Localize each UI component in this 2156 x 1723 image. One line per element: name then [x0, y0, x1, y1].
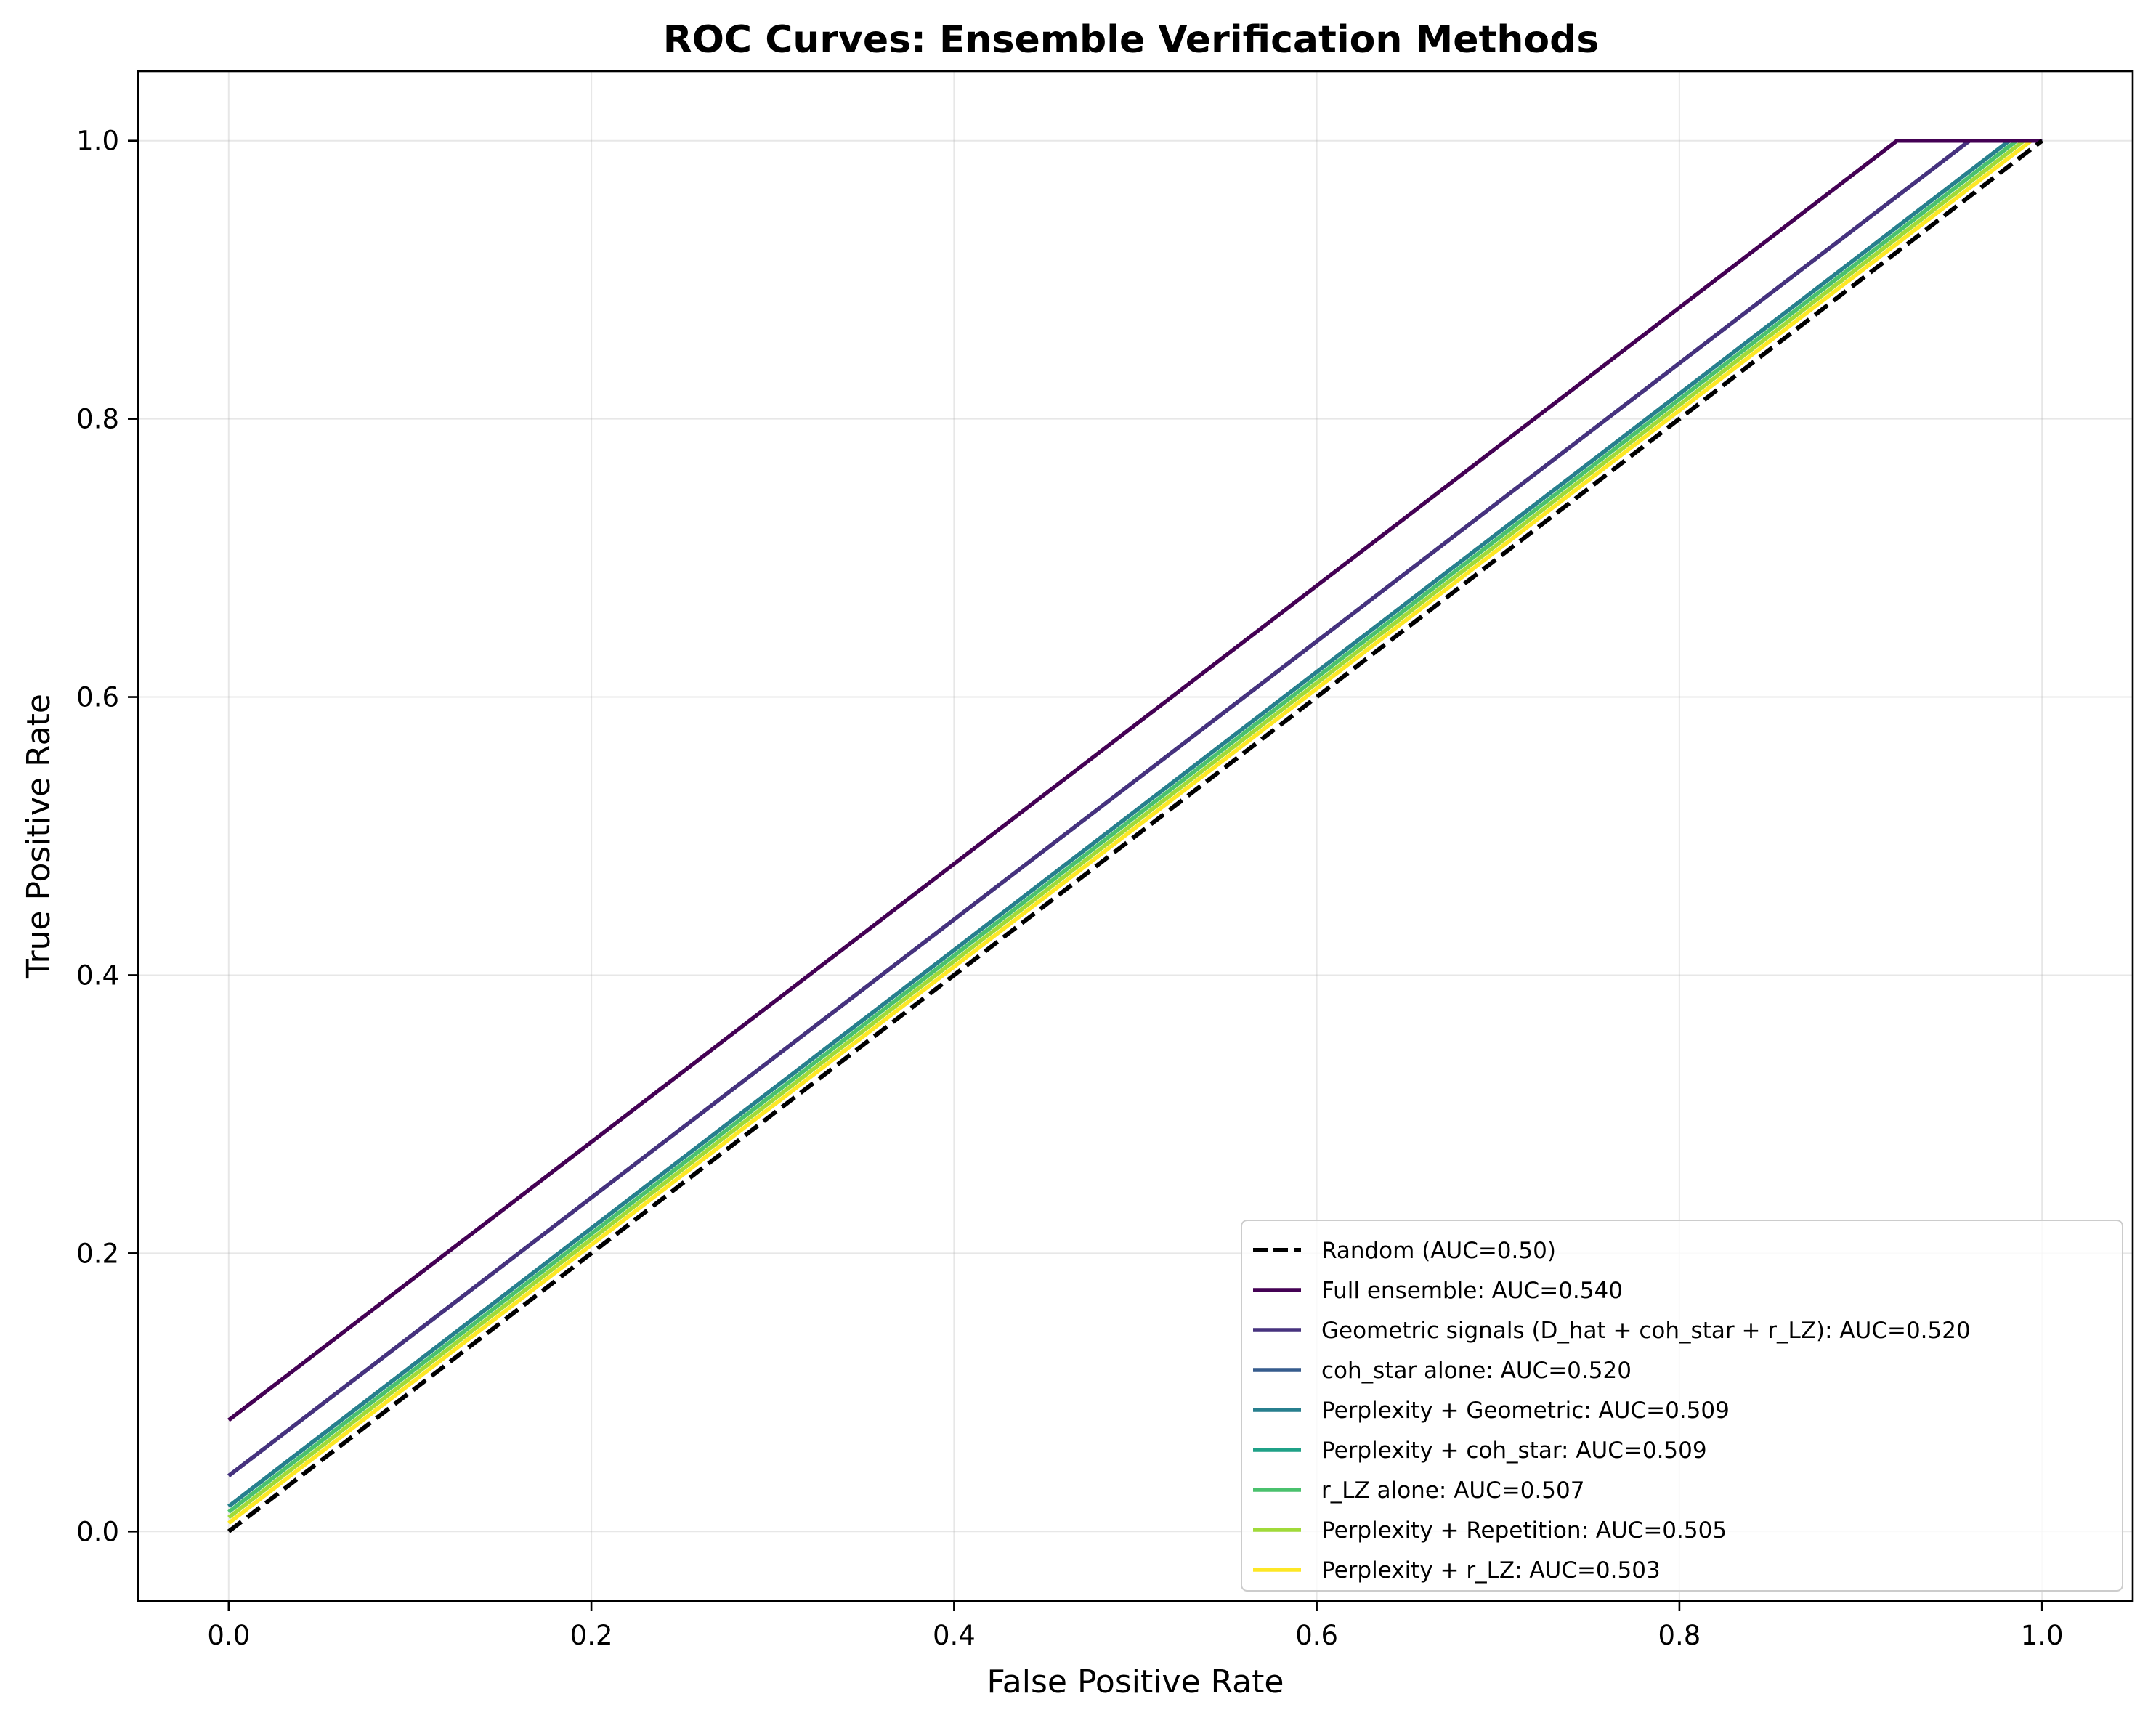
y-tick-label: 0.8 [76, 404, 119, 435]
legend-label-6: r_LZ alone: AUC=0.507 [1321, 1477, 1584, 1504]
y-tick-label: 1.0 [76, 126, 119, 157]
legend-label-5: Perplexity + coh_star: AUC=0.509 [1321, 1438, 1707, 1464]
legend: Random (AUC=0.50) Full ensemble: AUC=0.54… [1241, 1220, 2123, 1592]
grid [138, 71, 2133, 1601]
x-tick-label: 0.8 [1658, 1620, 1701, 1651]
legend-label-0: Random (AUC=0.50) [1321, 1238, 1556, 1264]
x-tick-label: 0.6 [1295, 1620, 1338, 1651]
x-axis-label: False Positive Rate [987, 1663, 1284, 1700]
legend-box [1241, 1220, 2123, 1592]
legend-label-3: coh_star alone: AUC=0.520 [1321, 1358, 1632, 1384]
plot-frame [137, 70, 2134, 1602]
y-axis-label: True Positive Rate [20, 694, 57, 979]
x-tick-label: 0.0 [207, 1620, 250, 1651]
x-tick-label: 0.2 [570, 1620, 613, 1651]
legend-label-7: Perplexity + Repetition: AUC=0.505 [1321, 1517, 1727, 1544]
axis-ticks: 0.0 0.2 0.4 0.6 0.8 1.0 0.0 0.2 0.4 0.6 0.8 1.0 [76, 126, 2063, 1651]
y-tick-label: 0.0 [76, 1516, 119, 1547]
series-line-1 [227, 138, 2043, 1422]
x-tick-label: 1.0 [2021, 1620, 2064, 1651]
legend-label-2: Geometric signals (D_hat + coh_star + r_… [1321, 1318, 1971, 1344]
y-tick-label: 0.2 [76, 1238, 119, 1269]
series-line-0 [227, 139, 2044, 1533]
legend-label-8: Perplexity + r_LZ: AUC=0.503 [1321, 1557, 1661, 1584]
plot-series [227, 138, 2044, 1533]
legend-label-4: Perplexity + Geometric: AUC=0.509 [1321, 1398, 1730, 1424]
x-tick-label: 0.4 [933, 1620, 976, 1651]
chart-title: ROC Curves: Ensemble Verification Method… [663, 18, 1600, 62]
y-tick-label: 0.4 [76, 960, 119, 991]
legend-label-1: Full ensemble: AUC=0.540 [1321, 1278, 1623, 1304]
y-tick-label: 0.6 [76, 682, 119, 713]
